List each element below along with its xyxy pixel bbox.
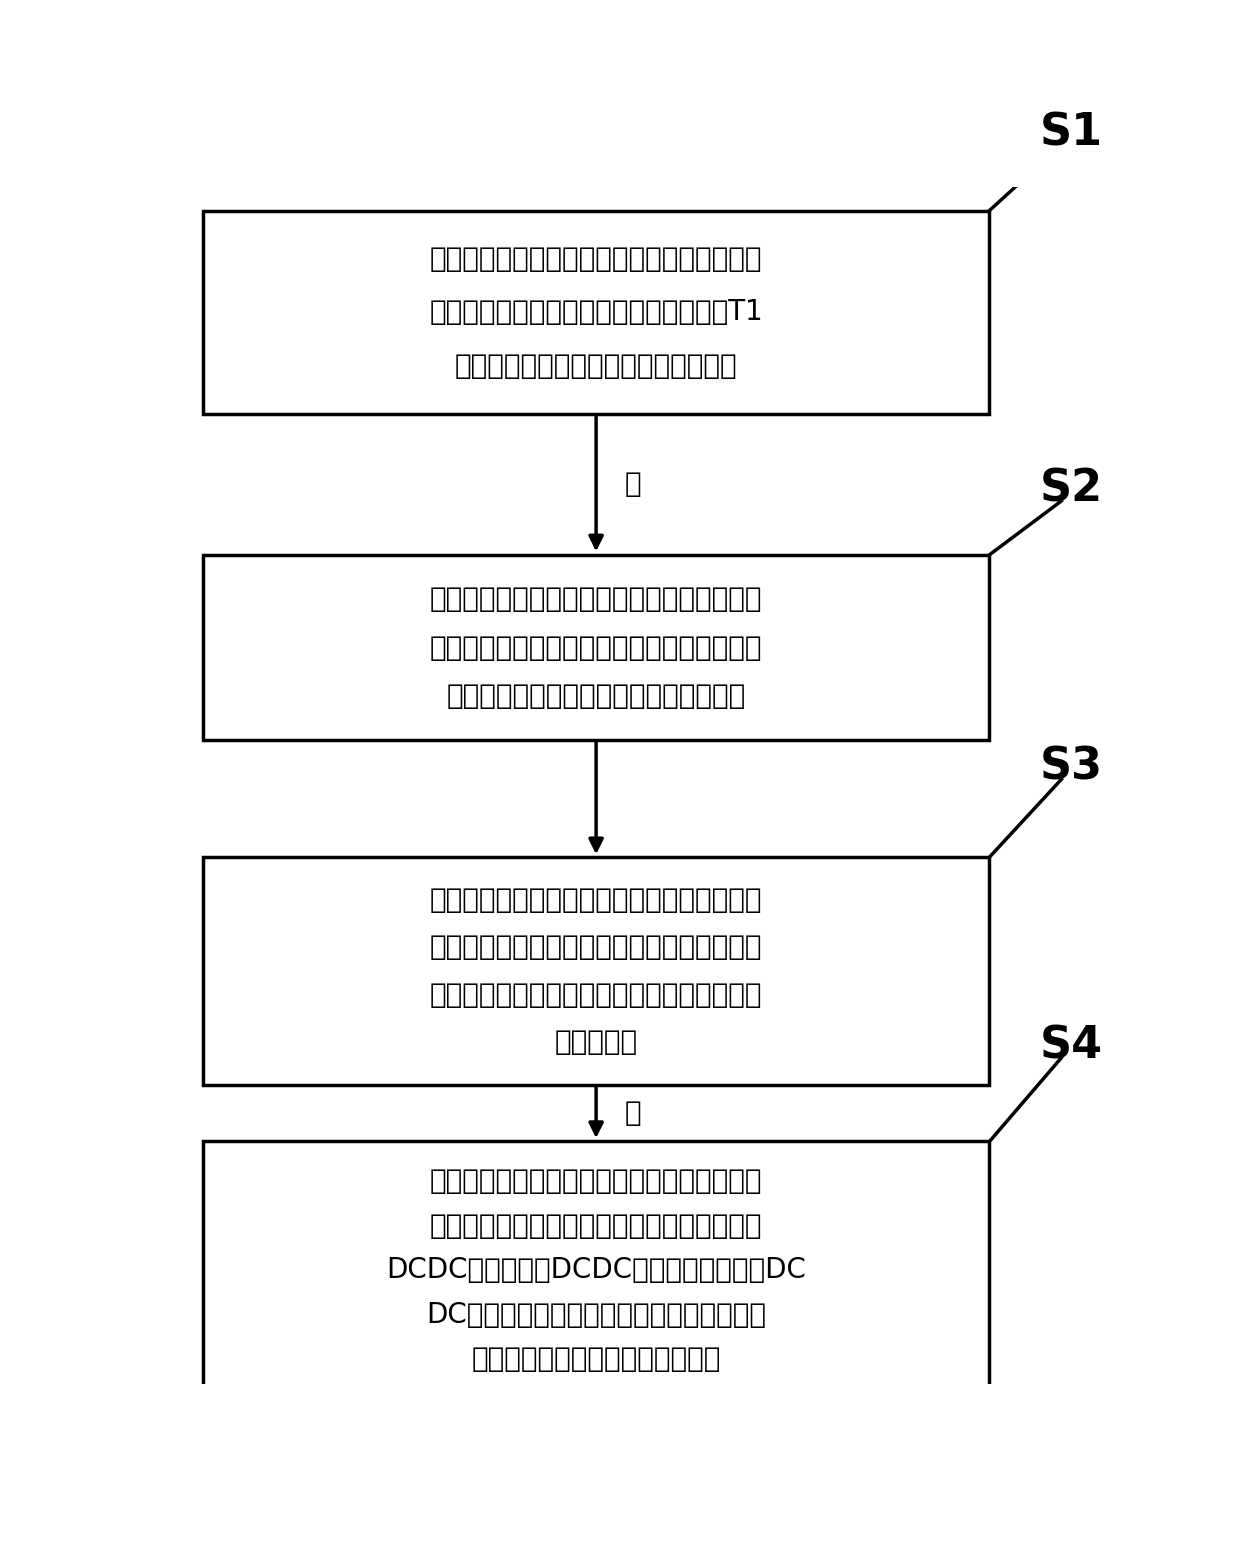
- Text: 所述低压蓄电池管理系统向无钥匙控制器发送: 所述低压蓄电池管理系统向无钥匙控制器发送: [430, 585, 763, 613]
- Text: 时，检测低压蓄电池是否处于亏电状态: 时，检测低压蓄电池是否处于亏电状态: [454, 351, 738, 379]
- Bar: [203, 1141, 989, 1400]
- Text: 控制所述动力电池进行高压上电的请求，并向: 控制所述动力电池进行高压上电的请求，并向: [430, 1211, 763, 1239]
- Text: 醒的动力电池管理系统所发送的动力电池的工: 醒的动力电池管理系统所发送的动力电池的工: [430, 933, 763, 961]
- Text: 请求，以唤醒处于休眠状态的整车控制器: 请求，以唤醒处于休眠状态的整车控制器: [447, 683, 745, 711]
- Text: DC转换器将所述动力电池输出的高压电转换: DC转换器将所述动力电池输出的高压电转换: [426, 1300, 766, 1328]
- Text: 所述整车控制器向所述动力电池管理系统发出: 所述整车控制器向所述动力电池管理系统发出: [430, 1168, 763, 1196]
- Text: 足充电条件: 足充电条件: [555, 1028, 638, 1056]
- Text: 在车辆处于静置状态时，低压蓄电池管理系统: 在车辆处于静置状态时，低压蓄电池管理系统: [430, 244, 763, 272]
- Text: 补电请求，使所述无钥匙控制器发出远程启动: 补电请求，使所述无钥匙控制器发出远程启动: [430, 633, 763, 661]
- Text: S2: S2: [1040, 468, 1103, 510]
- Text: 作参数，并基于所述工作参数判断车辆是否满: 作参数，并基于所述工作参数判断车辆是否满: [430, 981, 763, 1009]
- Text: S1: S1: [1040, 112, 1103, 154]
- Bar: [203, 555, 989, 740]
- Bar: [203, 857, 989, 1085]
- Text: S3: S3: [1040, 746, 1103, 788]
- Text: 是: 是: [625, 1099, 641, 1127]
- Text: 为低压电以对所述低压蓄电池充电: 为低压电以对所述低压蓄电池充电: [472, 1345, 721, 1373]
- Text: 进行计时，在计时时间到达第一预设时间T1: 进行计时，在计时时间到达第一预设时间T1: [430, 299, 763, 327]
- Text: 所述整车控制器在被唤醒后，接收被其低压唤: 所述整车控制器在被唤醒后，接收被其低压唤: [430, 886, 763, 914]
- Text: DCDC转换器发送DCDC工作请求，使所述DC: DCDC转换器发送DCDC工作请求，使所述DC: [386, 1256, 806, 1284]
- Text: 是: 是: [625, 470, 641, 498]
- Bar: [203, 210, 989, 414]
- Text: S4: S4: [1040, 1025, 1103, 1067]
